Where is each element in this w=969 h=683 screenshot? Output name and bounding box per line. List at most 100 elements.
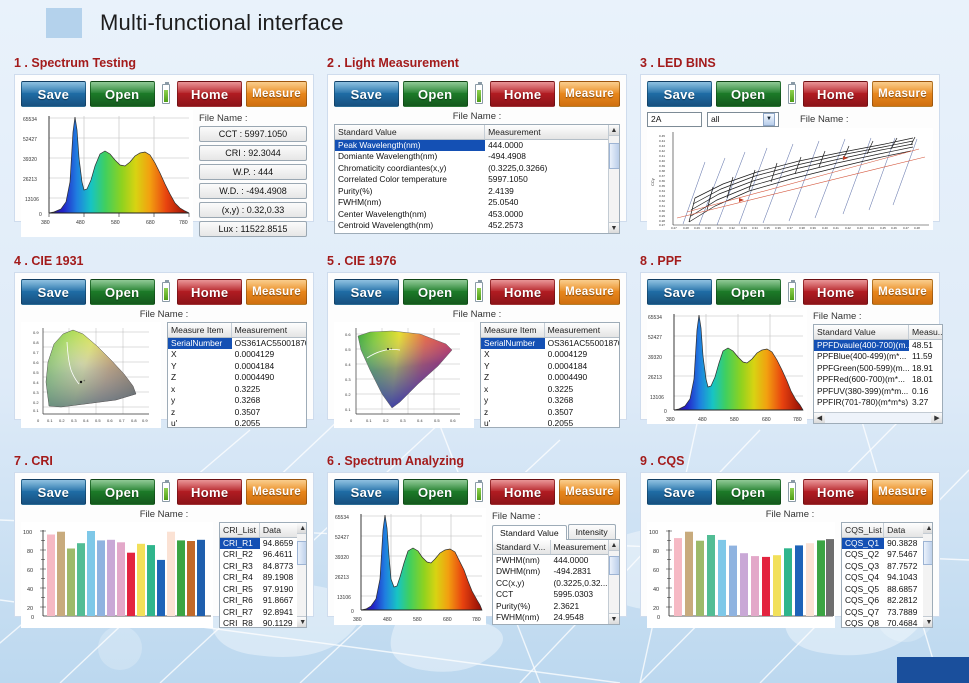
- scroll-down-icon[interactable]: ▼: [923, 616, 932, 627]
- measure-button[interactable]: Measure: [246, 81, 308, 107]
- cri-table[interactable]: CRI_List Data CRI_R1 94.8659 CRI_R2 96.461…: [219, 522, 307, 628]
- open-button[interactable]: Open: [89, 279, 155, 305]
- cie-1976-table[interactable]: Measure Item Measurement SerialNumber OS3…: [480, 322, 620, 428]
- table-row[interactable]: u' 0.2055: [484, 417, 574, 427]
- scrollbar-track[interactable]: [923, 534, 932, 616]
- table-row[interactable]: Peak Wavelength(nm) 444.0000: [335, 140, 608, 152]
- open-button[interactable]: Open: [89, 81, 155, 107]
- table-row[interactable]: Z 0.0004490: [171, 372, 275, 383]
- ppf-table[interactable]: Standard Value Measu... PPFDvaule(400-70…: [813, 324, 944, 424]
- scrollbar-track[interactable]: [608, 136, 619, 222]
- table-row[interactable]: PPFRed(600-700)(m*... 18.01: [817, 374, 933, 385]
- table-row[interactable]: Chromaticity coordiantes(x,y) (0.3225,0.3…: [338, 162, 548, 173]
- table-row[interactable]: CQS_Q8 70.4684: [845, 617, 918, 627]
- measure-button[interactable]: Measure: [559, 479, 621, 505]
- vertical-scrollbar[interactable]: ▲ ▼: [306, 323, 307, 427]
- light-measurement-table[interactable]: Standard Value Measurement Peak Waveleng…: [334, 124, 620, 234]
- scrollbar-thumb[interactable]: [608, 555, 619, 575]
- save-button[interactable]: Save: [647, 81, 712, 107]
- table-row[interactable]: CC(x,y) (0.3225,0.32...: [496, 577, 608, 588]
- home-button[interactable]: Home: [177, 81, 243, 107]
- table-row[interactable]: PPFDvaule(400-700)(m... 48.51: [814, 340, 942, 352]
- save-button[interactable]: Save: [647, 479, 712, 505]
- table-row[interactable]: y 0.3268: [484, 395, 574, 406]
- horizontal-scrollbar[interactable]: ◀ ▶: [814, 412, 943, 423]
- table-row[interactable]: Y 0.0004184: [171, 360, 275, 371]
- table-row[interactable]: CRI_R4 89.1908: [223, 572, 294, 583]
- open-button[interactable]: Open: [402, 81, 468, 107]
- table-row[interactable]: CRI_R6 91.8667: [223, 595, 294, 606]
- vertical-scrollbar[interactable]: ▲ ▼: [296, 523, 306, 627]
- home-button[interactable]: Home: [177, 279, 243, 305]
- home-button[interactable]: Home: [803, 81, 869, 107]
- table-row[interactable]: DWHM(nm) -494.2831: [496, 566, 592, 577]
- analyzing-table[interactable]: Standard V... Measurement PWHM(nm) 444.00…: [492, 539, 620, 625]
- home-button[interactable]: Home: [490, 479, 556, 505]
- bin-code-input[interactable]: 2A: [647, 111, 702, 127]
- table-row[interactable]: CQS_Q5 88.6857: [845, 583, 918, 594]
- vertical-scrollbar[interactable]: ▲ ▼: [922, 523, 932, 627]
- measure-button[interactable]: Measure: [246, 479, 308, 505]
- table-row[interactable]: SerialNumber OS361AC55001870: [168, 338, 306, 350]
- table-row[interactable]: PPFBlue(400-499)(m*... 11.59: [817, 351, 933, 362]
- scroll-left-icon[interactable]: ◀: [814, 413, 825, 423]
- result-cri[interactable]: CRI : 92.3044: [199, 145, 307, 161]
- table-row[interactable]: CRI_R2 96.4611: [223, 549, 293, 560]
- table-row[interactable]: Correlated Color temperature 5997.1050: [338, 174, 528, 185]
- table-row[interactable]: Purity(%) 2.3621: [496, 600, 580, 611]
- table-row[interactable]: CQS_Q6 82.2812: [845, 595, 918, 606]
- table-row[interactable]: PPFGreen(500-599)(m... 18.91: [817, 362, 933, 373]
- table-row[interactable]: Domiante Wavelength(nm) -494.4908: [338, 151, 526, 162]
- scrollbar-track[interactable]: [297, 534, 306, 616]
- vertical-scrollbar[interactable]: ▲ ▼: [619, 323, 620, 427]
- measure-button[interactable]: Measure: [872, 279, 934, 305]
- measure-button[interactable]: Measure: [559, 279, 621, 305]
- table-row[interactable]: FWHM(nm) 24.9548: [496, 612, 584, 623]
- table-row[interactable]: CRI_R3 84.8773: [223, 560, 294, 571]
- home-button[interactable]: Home: [490, 81, 556, 107]
- table-row[interactable]: CRI_R7 92.8941: [223, 606, 294, 617]
- result-lux[interactable]: Lux : 11522.8515: [199, 221, 307, 237]
- save-button[interactable]: Save: [647, 279, 712, 305]
- open-button[interactable]: Open: [715, 479, 781, 505]
- measure-button[interactable]: Measure: [559, 81, 621, 107]
- table-row[interactable]: CQS_Q3 87.7572: [845, 560, 918, 571]
- result-xy[interactable]: (x,y) : 0.32,0.33: [199, 202, 307, 218]
- table-row[interactable]: CRI_R5 97.9190: [223, 583, 294, 594]
- scroll-down-icon[interactable]: ▼: [608, 222, 619, 233]
- table-row[interactable]: Center Wavelength(nm) 453.0000: [338, 208, 524, 219]
- table-row[interactable]: SerialNumber OS361AC55001870: [481, 338, 619, 350]
- measure-button[interactable]: Measure: [246, 279, 308, 305]
- home-button[interactable]: Home: [490, 279, 556, 305]
- result-wd[interactable]: W.D. : -494.4908: [199, 183, 307, 199]
- vertical-scrollbar[interactable]: ▲ ▼: [608, 540, 619, 624]
- open-button[interactable]: Open: [715, 81, 781, 107]
- scroll-down-icon[interactable]: ▼: [608, 613, 619, 624]
- table-row[interactable]: CQS_Q1 90.3828: [842, 538, 923, 550]
- save-button[interactable]: Save: [21, 479, 86, 505]
- cie-1931-table[interactable]: Measure Item Measurement SerialNumber OS3…: [167, 322, 307, 428]
- table-row[interactable]: X 0.0004129: [171, 349, 275, 360]
- table-row[interactable]: CQS_Q4 94.1043: [845, 572, 918, 583]
- open-button[interactable]: Open: [402, 279, 468, 305]
- table-row[interactable]: PWHM(nm) 444.0000: [496, 555, 589, 565]
- table-row[interactable]: CQS_Q7 73.7889: [845, 606, 918, 617]
- table-row[interactable]: x 0.3225: [484, 383, 574, 394]
- scrollbar-track[interactable]: [608, 551, 619, 613]
- home-button[interactable]: Home: [177, 479, 243, 505]
- tab-standard-value[interactable]: Standard Value: [492, 525, 567, 540]
- table-row[interactable]: CQS_Q2 97.5467: [845, 549, 918, 560]
- table-row[interactable]: z 0.3507: [171, 406, 261, 417]
- scroll-up-icon[interactable]: ▲: [608, 125, 619, 136]
- cqs-table[interactable]: CQS_List Data CQS_Q1 90.3828 CQS_Q2 97.546…: [841, 522, 933, 628]
- table-row[interactable]: FWHM(nm) 25.0540: [338, 197, 519, 208]
- table-row[interactable]: z 0.3507: [484, 406, 574, 417]
- scrollbar-thumb[interactable]: [297, 540, 306, 566]
- tab-intensity[interactable]: Intensity: [567, 524, 616, 539]
- open-button[interactable]: Open: [715, 279, 781, 305]
- table-row[interactable]: Centroid Wavelength(nm) 452.2573: [338, 219, 524, 230]
- measure-button[interactable]: Measure: [872, 81, 934, 107]
- result-wp[interactable]: W.P. : 444: [199, 164, 307, 180]
- home-button[interactable]: Home: [803, 279, 869, 305]
- table-row[interactable]: X 0.0004129: [484, 349, 588, 360]
